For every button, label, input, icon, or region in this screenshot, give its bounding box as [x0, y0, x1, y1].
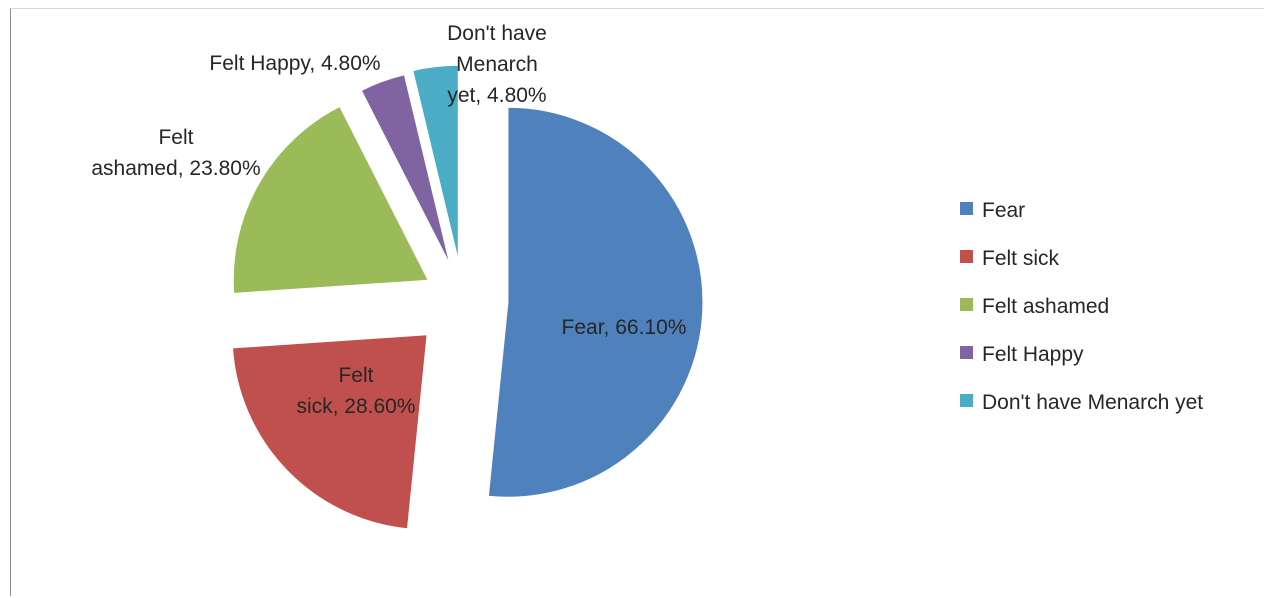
legend-label-felt-happy: Felt Happy [982, 343, 1084, 366]
data-label-don-t-have-menarch-yet: Don't have Menarch yet, 4.80% [447, 22, 547, 107]
slice-fear [487, 106, 704, 498]
legend-swatch-felt-sick [960, 250, 973, 263]
legend-swatch-felt-happy [960, 346, 973, 359]
data-label-felt-happy: Felt Happy, 4.80% [209, 52, 380, 75]
legend-swatch-don-t-have-menarch-yet [960, 394, 973, 407]
data-label-felt-sick: Felt sick, 28.60% [296, 364, 415, 418]
legend-swatch-fear [960, 202, 973, 215]
slice-felt-ashamed [232, 105, 430, 294]
legend-label-fear: Fear [982, 199, 1025, 222]
slice-labels: Fear, 66.10% Felt sick, 28.60% Felt ashamed,… [91, 22, 686, 418]
legend-label-don-t-have-menarch-yet: Don't have Menarch yet [982, 391, 1203, 414]
slice-felt-sick [231, 334, 428, 530]
slice-don-t-have-menarch-yet [412, 64, 459, 261]
legend: Fear Felt sick Felt ashamed Felt Happy Don't… [960, 199, 1203, 414]
legend-label-felt-sick: Felt sick [982, 247, 1060, 270]
data-label-felt-ashamed: Felt ashamed, 23.80% [91, 126, 260, 180]
pie-slices [231, 64, 704, 530]
legend-swatch-felt-ashamed [960, 298, 973, 311]
data-label-fear: Fear, 66.10% [562, 316, 687, 339]
slice-felt-happy [360, 74, 451, 265]
chart-frame [10, 8, 1264, 596]
legend-label-felt-ashamed: Felt ashamed [982, 295, 1109, 318]
